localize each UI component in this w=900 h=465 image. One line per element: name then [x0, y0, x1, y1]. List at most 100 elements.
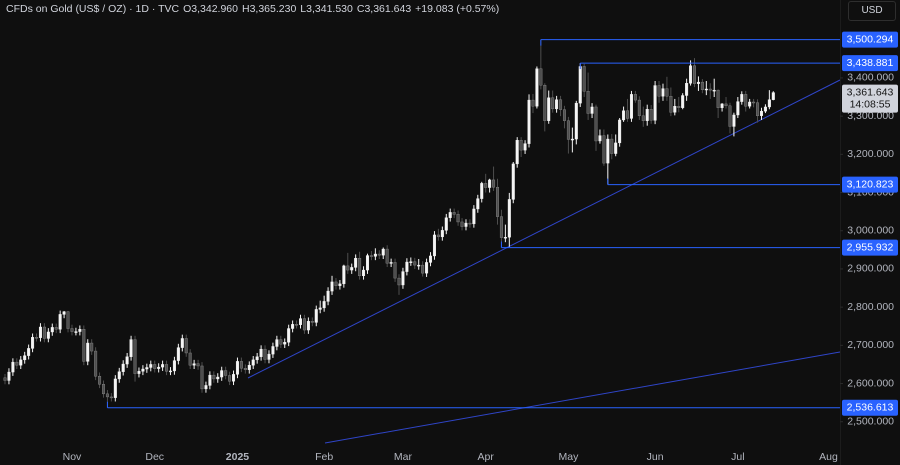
candle-body	[86, 342, 90, 362]
candle-body	[736, 101, 740, 116]
candle-body	[728, 105, 732, 127]
candle-body	[618, 119, 622, 144]
candle-body	[326, 290, 330, 302]
legend-value: 3,341.530	[306, 3, 353, 15]
legend-value: 3,361.643	[364, 3, 412, 15]
x-tick-label: Mar	[394, 451, 413, 463]
candle-body	[145, 367, 149, 370]
candle-body	[19, 359, 23, 366]
candle-body	[129, 339, 133, 357]
candle-body	[385, 248, 389, 264]
candle-body	[259, 348, 263, 357]
level-label: 3,500.294	[847, 33, 894, 45]
candle-body	[590, 106, 594, 114]
candle-body	[492, 179, 496, 188]
candle-body	[216, 376, 220, 380]
legend-change: +19.083 (+0.57%)	[415, 3, 500, 15]
candle-body	[401, 271, 405, 286]
candle-body	[425, 262, 429, 274]
candle-body	[511, 163, 515, 200]
y-tick-label: 2,900.000	[847, 263, 894, 275]
x-tick-label: 2025	[226, 451, 250, 463]
candle-body	[271, 346, 275, 355]
candle-body	[397, 277, 401, 286]
candle-body	[547, 97, 551, 121]
candle-body	[287, 328, 291, 343]
candle-body	[689, 65, 693, 84]
candle-body	[15, 361, 19, 366]
candle-body	[358, 258, 362, 277]
candle-body	[54, 327, 58, 330]
candle-body	[752, 101, 756, 104]
candle-body	[27, 348, 31, 356]
candle-body	[661, 88, 665, 97]
candle-body	[417, 264, 421, 267]
candle-body	[499, 216, 503, 238]
candle-body	[35, 337, 39, 339]
candle-body	[693, 65, 697, 84]
candle-body	[696, 81, 700, 84]
candle-body	[362, 269, 366, 277]
candle-body	[113, 378, 117, 398]
candle-body	[543, 84, 547, 121]
candle-body	[172, 360, 176, 372]
candle-body	[712, 89, 716, 92]
y-tick-label: 2,700.000	[847, 339, 894, 351]
candle-body	[283, 342, 287, 345]
candle-body	[302, 318, 306, 331]
legend-key: O	[183, 3, 192, 15]
candle-body	[153, 364, 157, 369]
candle-body	[740, 94, 744, 102]
level-label-box	[842, 31, 898, 48]
candle-body	[476, 198, 480, 210]
candle-body	[720, 103, 724, 108]
y-tick-label: 3,200.000	[847, 148, 894, 160]
candle-body	[94, 350, 98, 377]
x-tick-label: Nov	[63, 451, 82, 463]
x-tick-label: Jun	[647, 451, 664, 463]
candle-body	[334, 281, 338, 286]
candle-body	[295, 324, 299, 326]
currency-button[interactable]: USD	[848, 1, 896, 21]
legend-value: 3,342.960	[191, 3, 238, 15]
candle-body	[291, 324, 295, 329]
legend-key: C	[356, 3, 365, 15]
countdown-label: 14:08:55	[850, 98, 891, 110]
x-tick-label: Apr	[478, 451, 495, 463]
candle-body	[354, 258, 358, 268]
x-tick-label: Aug	[819, 451, 838, 463]
candle-body	[109, 396, 113, 399]
candle-body	[468, 222, 472, 225]
candle-body	[531, 99, 535, 107]
last-price-label: 3,361.643	[847, 86, 894, 98]
candle-body	[228, 375, 232, 382]
candle-body	[338, 283, 342, 286]
candle-body	[192, 363, 196, 366]
level-label: 2,536.613	[847, 402, 894, 414]
candle-body	[645, 109, 649, 121]
candle-body	[105, 393, 109, 398]
candle-body	[220, 370, 224, 378]
candle-body	[748, 101, 752, 107]
candle-body	[756, 102, 760, 116]
candle-body	[66, 311, 70, 329]
candle-body	[570, 138, 574, 141]
candle-body	[669, 96, 673, 113]
candle-body	[101, 384, 105, 395]
candle-body	[176, 347, 180, 361]
candle-body	[602, 135, 606, 164]
level-label-box	[842, 176, 898, 193]
candle-body	[626, 110, 630, 119]
x-tick-label: May	[558, 451, 579, 463]
candle-body	[50, 327, 54, 333]
candle-body	[566, 120, 570, 140]
candle-body	[369, 255, 373, 257]
candle-body	[704, 88, 708, 91]
candle-body	[535, 68, 539, 107]
last-price-box	[842, 84, 898, 113]
candle-body	[436, 234, 440, 238]
candle-body	[212, 374, 216, 380]
candle-body	[137, 371, 141, 374]
y-tick-label: 3,400.000	[847, 72, 894, 84]
candle-body	[767, 99, 771, 108]
